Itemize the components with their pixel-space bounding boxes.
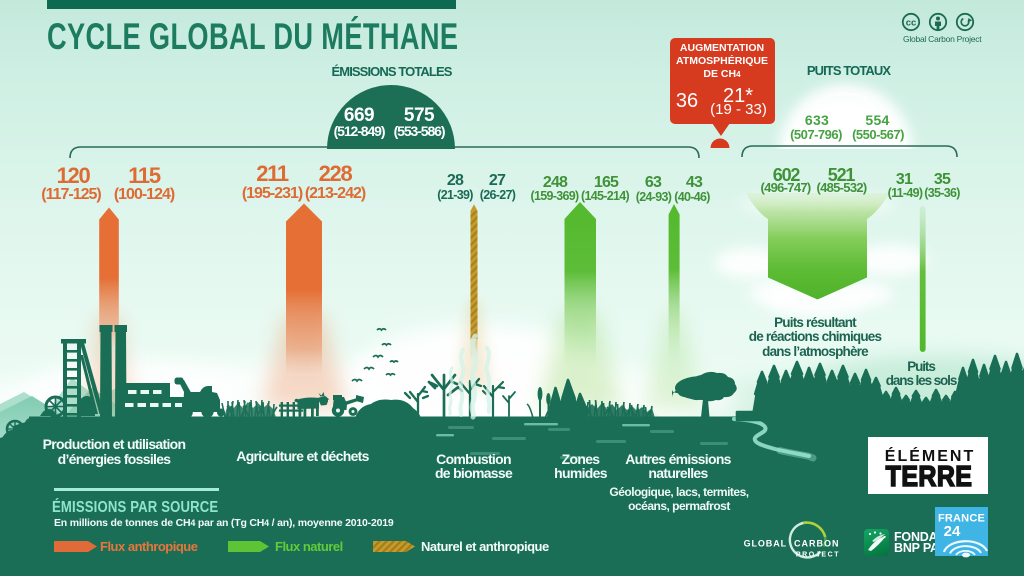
svg-text:cc: cc — [906, 18, 917, 29]
